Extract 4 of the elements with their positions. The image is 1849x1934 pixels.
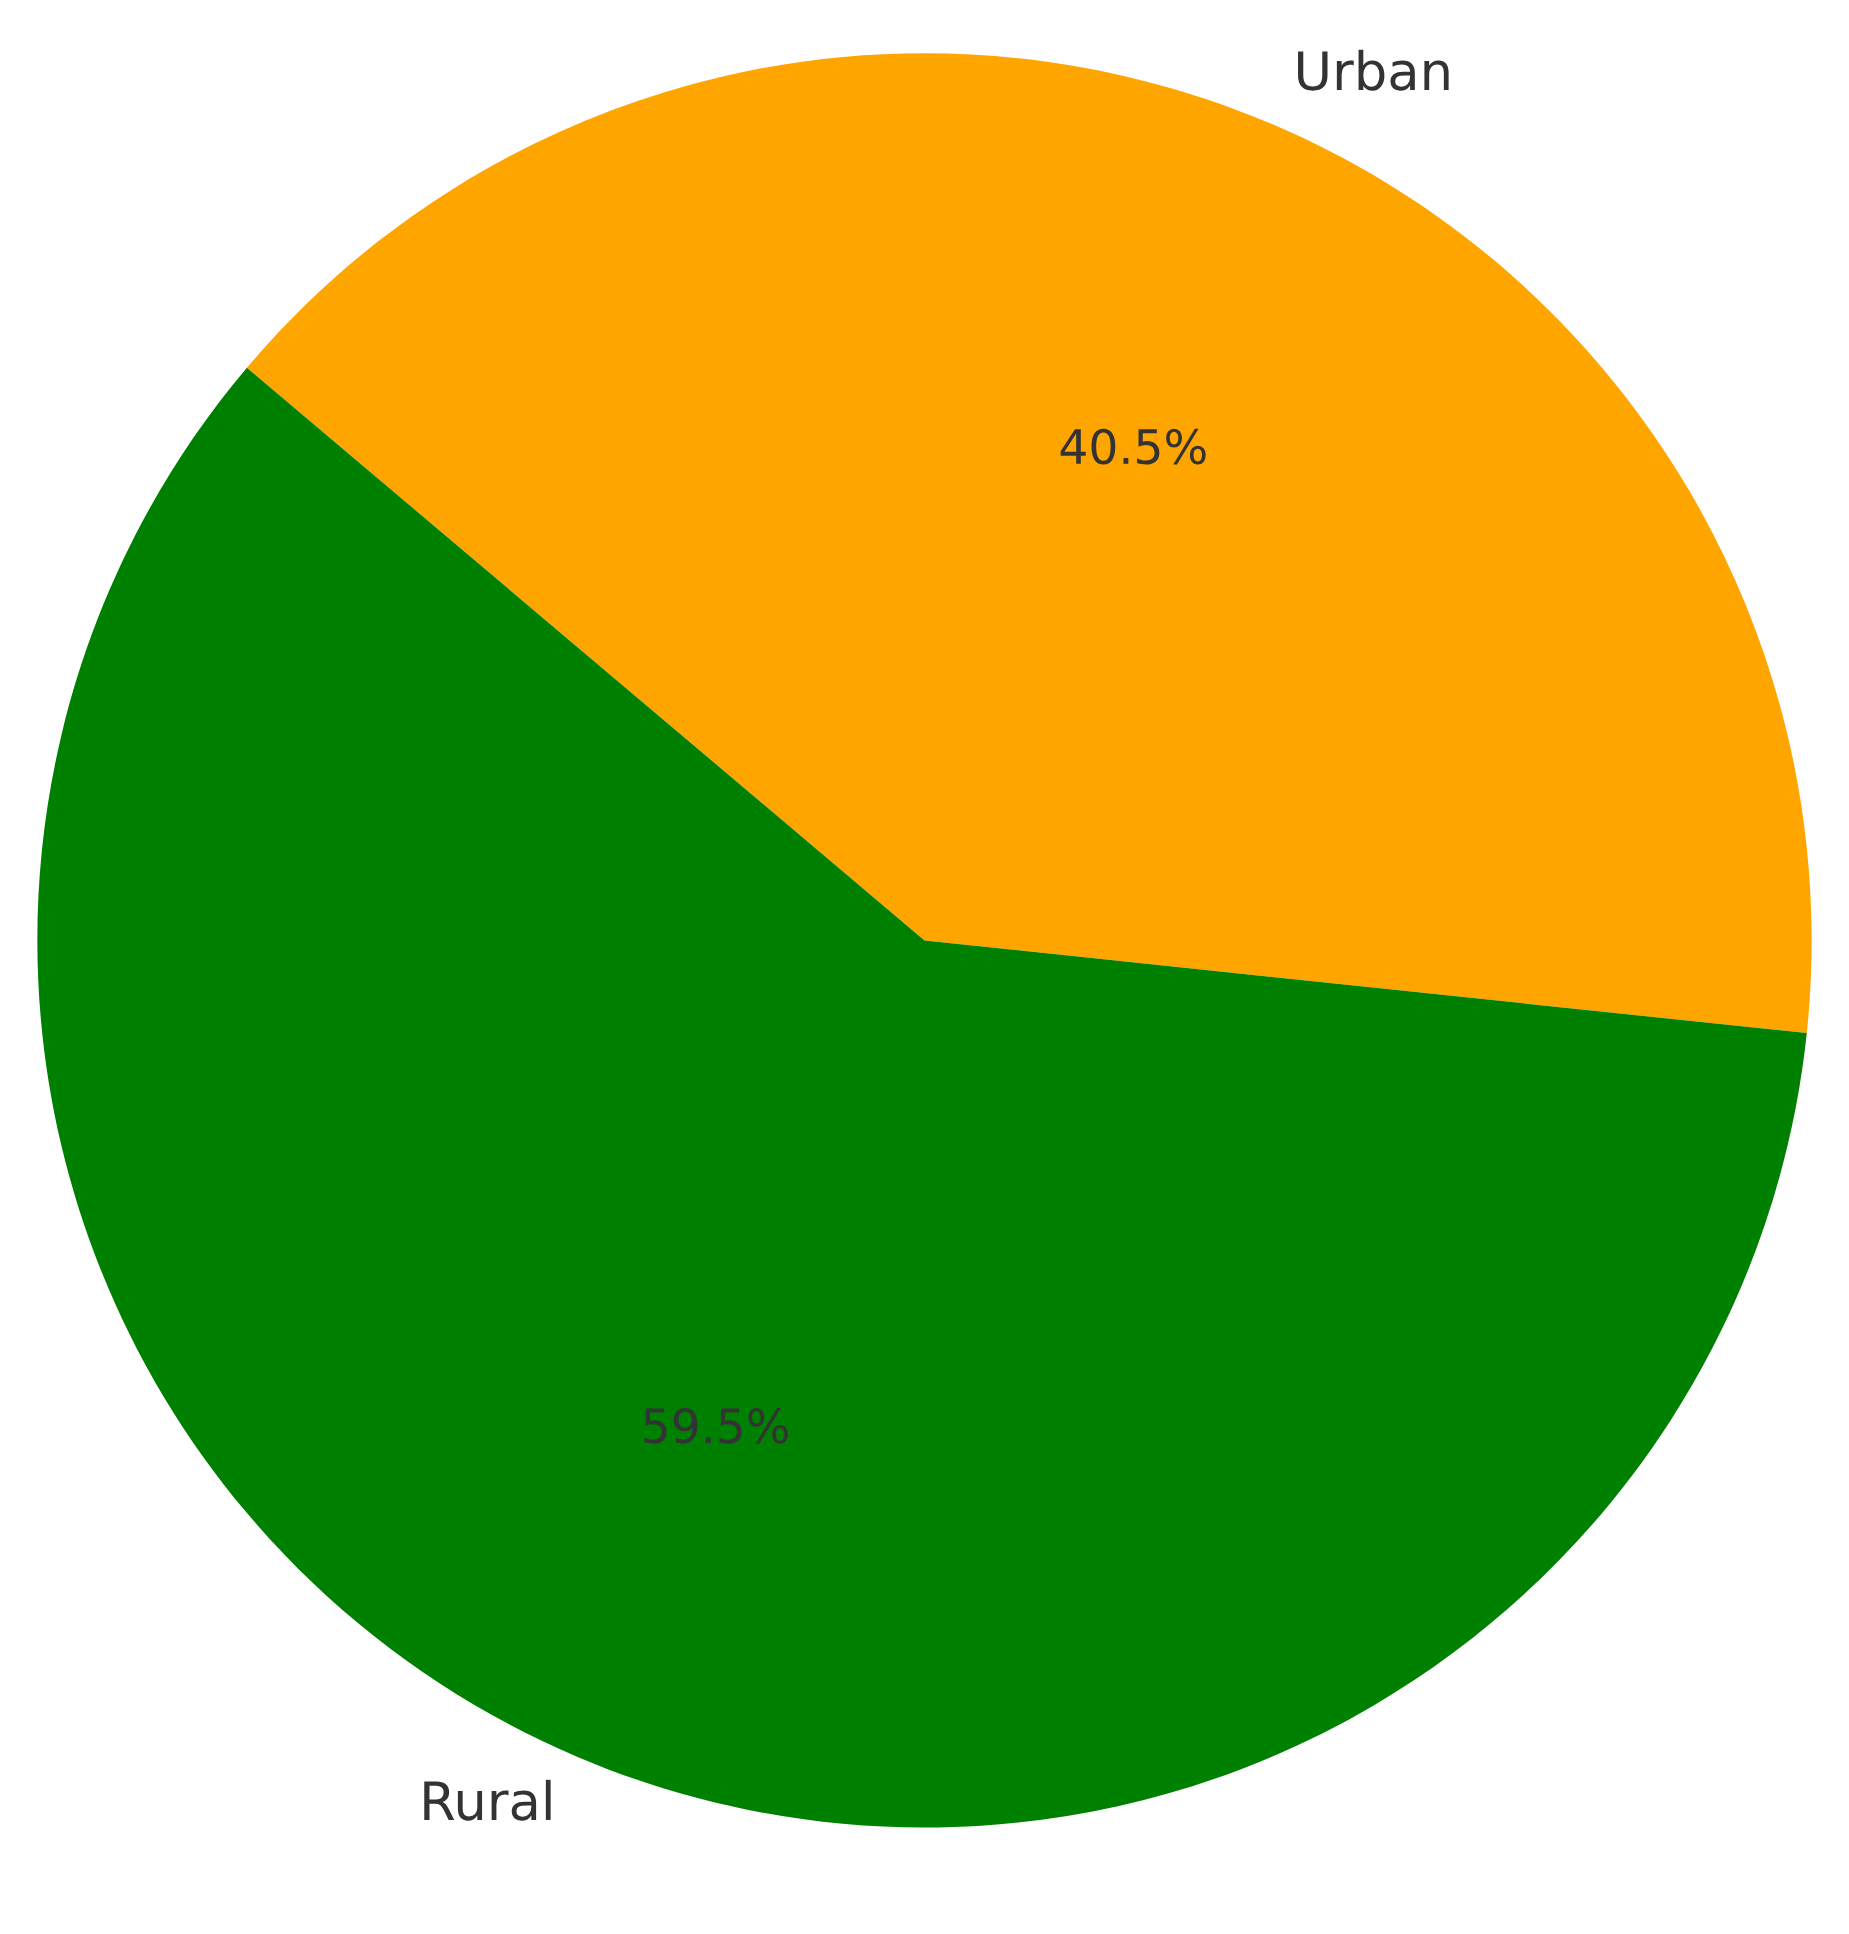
- slice-label: Rural: [424, 1779, 551, 1821]
- slice-label: Urban: [1298, 49, 1449, 91]
- data-label: 59.5%: [644, 1407, 789, 1444]
- data-label: 40.5%: [1060, 428, 1206, 465]
